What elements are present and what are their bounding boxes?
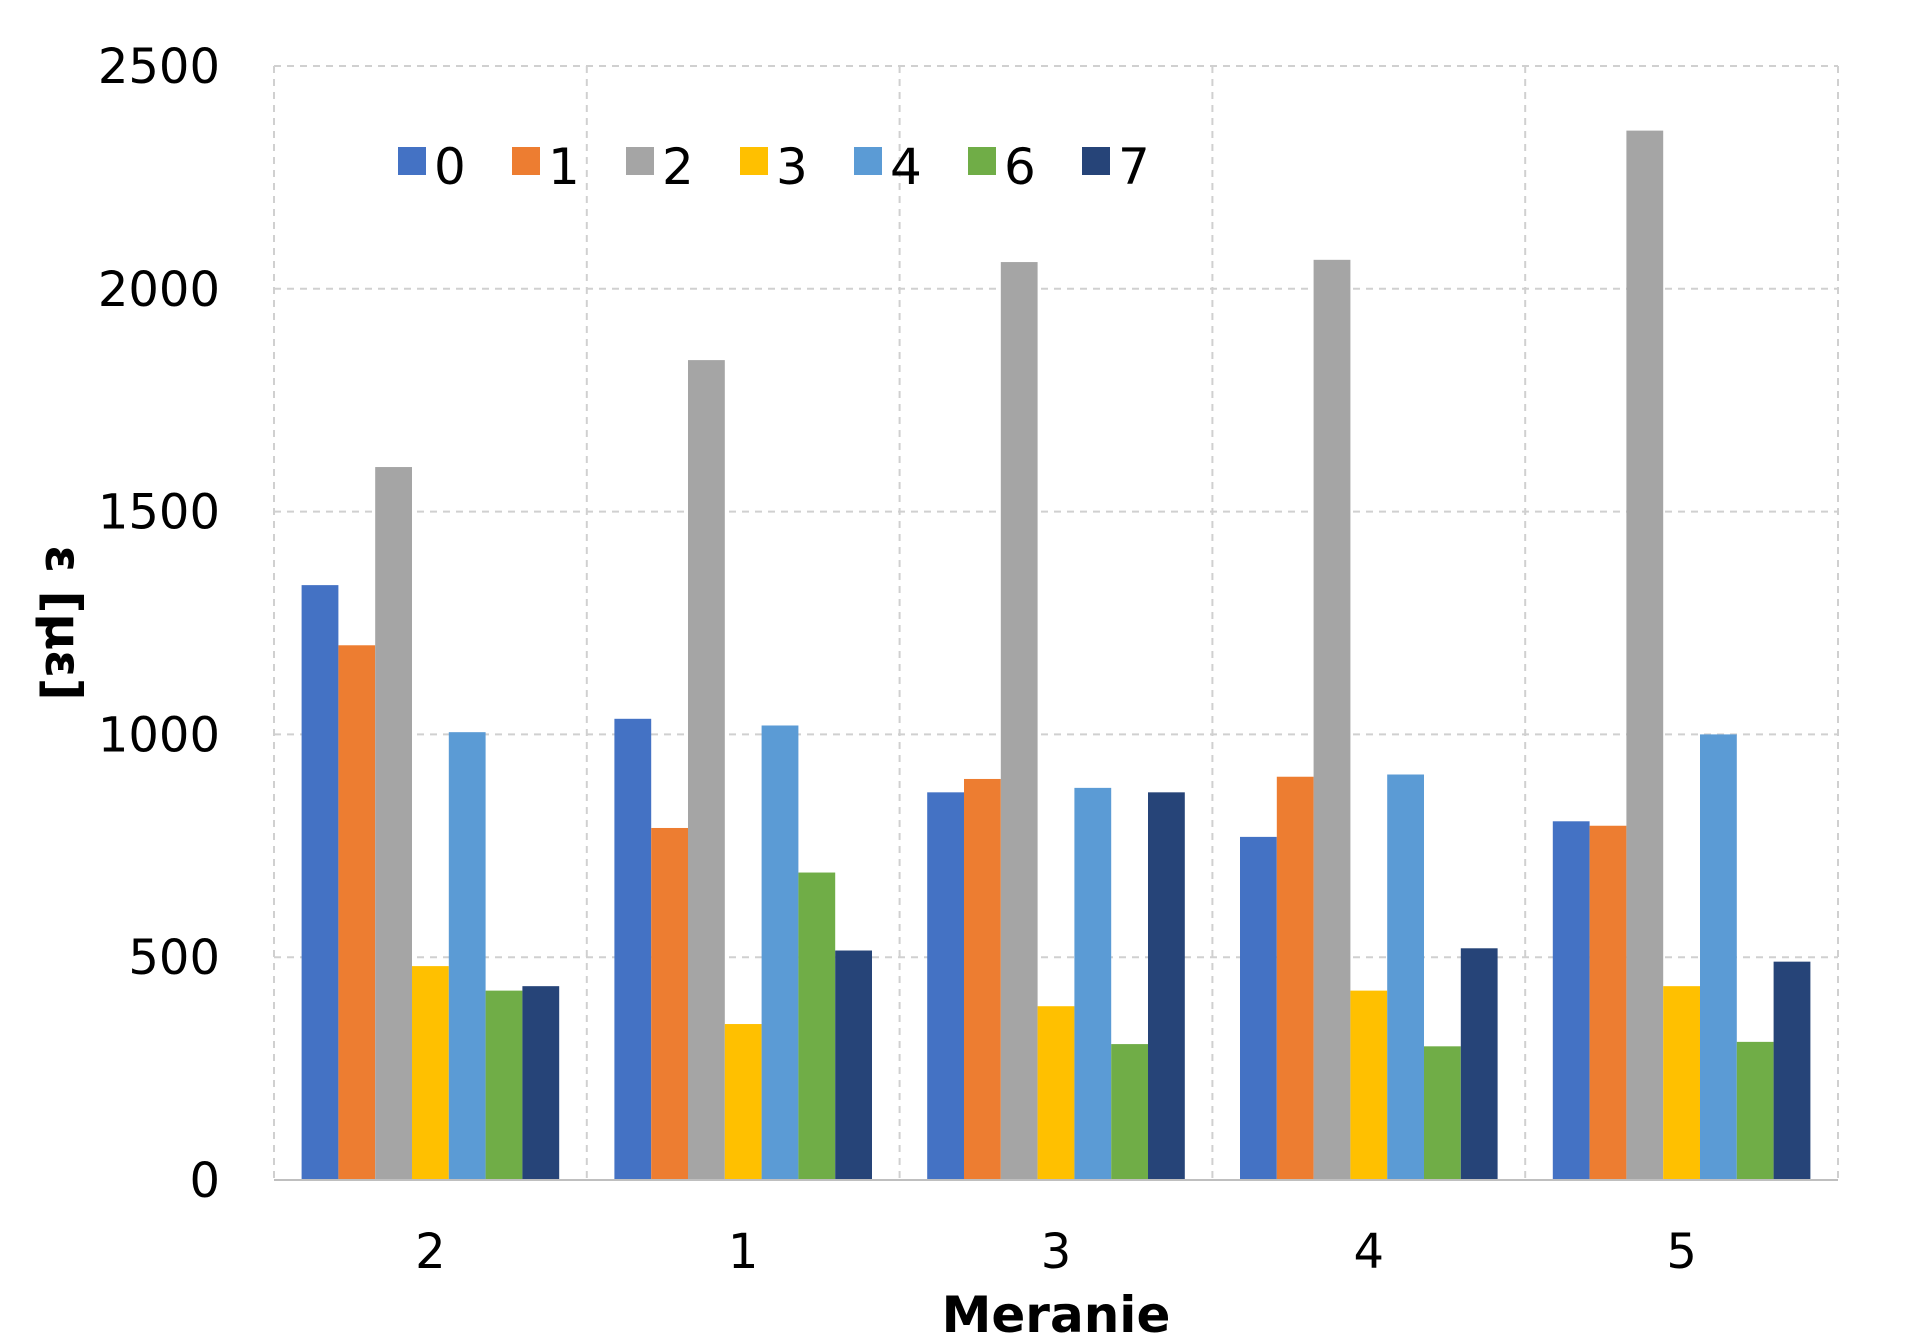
bar-series-0-cat-4 [1240,836,1277,1180]
y-tick-label: 2500 [98,39,220,95]
bar-series-6-cat-4 [1424,1046,1461,1180]
bar-series-7-cat-2 [522,986,560,1180]
bar-series-3-cat-5 [1663,986,1700,1180]
x-axis-ticks: 2 1 3 4 5 [415,1224,1697,1280]
bar-series-3-cat-2 [412,966,449,1180]
bar-series-2-cat-3 [1000,262,1038,1181]
bar-series-3-cat-4 [1350,990,1388,1180]
bar-series-1-cat-5 [1589,825,1627,1180]
bar-series-4-cat-2 [448,732,486,1180]
legend-label-7: 7 [1118,138,1150,196]
y-tick-label: 2000 [98,262,220,318]
bar-series-1-cat-4 [1276,776,1314,1180]
y-tick-label: 0 [189,1153,220,1209]
y-axis-ticks: 0 500 1000 1500 2000 2500 [98,39,220,1209]
x-tick-label: 4 [1354,1224,1385,1280]
bar-series-7-cat-4 [1460,948,1498,1180]
bar-series-0-cat-2 [301,585,339,1180]
bar-series-6-cat-1 [798,872,836,1180]
bar-series-7-cat-5 [1773,961,1811,1180]
x-axis-label: Meranie [942,1286,1171,1344]
bars [301,130,1811,1181]
bar-series-6-cat-2 [485,990,523,1180]
gridlines [273,65,1839,1180]
legend-swatch-3 [740,147,768,175]
legend-label-2: 2 [662,138,694,196]
y-tick-label: 500 [128,930,220,986]
legend-label-4: 4 [890,138,922,196]
bar-series-4-cat-5 [1700,734,1737,1180]
legend-swatch-1 [512,147,540,175]
bar-series-7-cat-1 [835,950,872,1180]
bar-series-2-cat-5 [1626,130,1664,1180]
bar-series-2-cat-1 [688,360,725,1180]
bar-series-6-cat-3 [1111,1044,1148,1180]
bar-series-1-cat-3 [964,778,1001,1180]
bar-series-0-cat-3 [927,792,964,1180]
x-tick-label: 2 [415,1224,446,1280]
bar-series-4-cat-4 [1387,774,1424,1180]
y-axis-label: ε [με] [34,545,92,701]
bar-series-3-cat-3 [1037,1006,1075,1180]
legend-label-0: 0 [434,138,466,196]
legend: 0 1 2 3 4 6 7 [398,138,1150,196]
legend-label-6: 6 [1004,138,1036,196]
bar-series-3-cat-1 [724,1024,762,1180]
bar-series-4-cat-3 [1074,787,1112,1180]
bar-series-0-cat-5 [1552,821,1590,1180]
legend-swatch-4 [854,147,882,175]
x-tick-label: 5 [1666,1224,1697,1280]
bar-series-2-cat-4 [1313,259,1351,1180]
bar-series-7-cat-3 [1148,792,1185,1180]
x-tick-label: 3 [1041,1224,1072,1280]
legend-swatch-7 [1082,147,1110,175]
bar-series-6-cat-5 [1736,1041,1774,1180]
y-tick-label: 1000 [98,707,220,763]
y-tick-label: 1500 [98,485,220,541]
x-tick-label: 1 [728,1224,759,1280]
bar-series-0-cat-1 [614,718,652,1180]
bar-series-4-cat-1 [761,725,799,1180]
legend-swatch-2 [626,147,654,175]
legend-swatch-0 [398,147,426,175]
bar-series-1-cat-2 [338,645,376,1180]
legend-swatch-6 [968,147,996,175]
bar-series-2-cat-2 [375,467,412,1180]
legend-label-3: 3 [776,138,808,196]
legend-label-1: 1 [548,138,580,196]
bar-series-1-cat-1 [651,827,688,1180]
